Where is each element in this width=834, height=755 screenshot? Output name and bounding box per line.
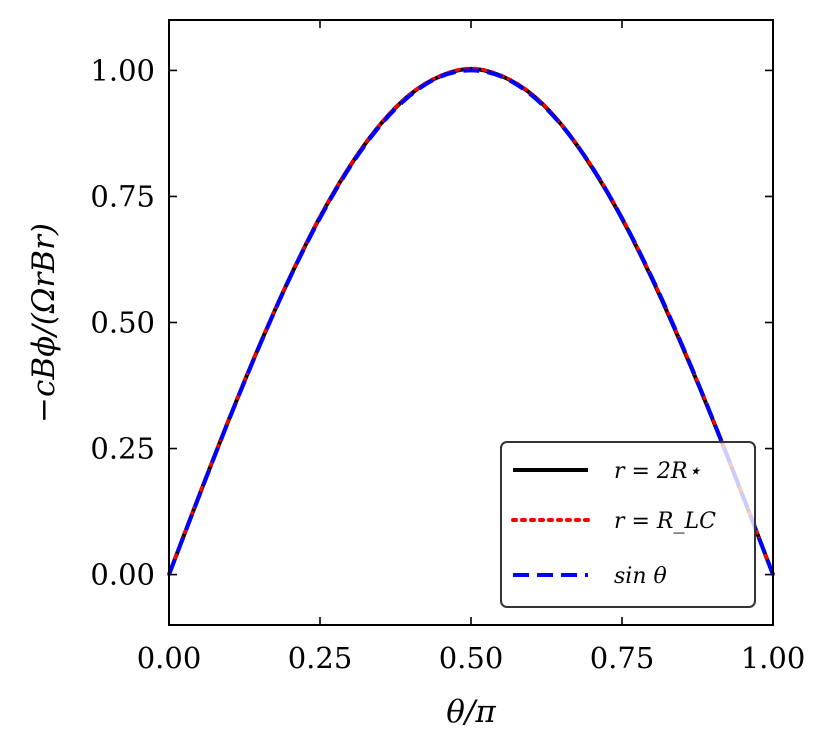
legend-label-2: sin θ <box>614 564 667 589</box>
y-tick-label: 0.50 <box>90 306 155 340</box>
plot-frame <box>168 19 774 626</box>
y-tick-label: 0.00 <box>90 558 155 592</box>
legend-box <box>500 441 756 608</box>
x-tick-label: 0.50 <box>439 641 504 675</box>
x-tick-label: 1.00 <box>741 641 806 675</box>
y-tick-label: 1.00 <box>90 53 155 87</box>
series-layer <box>167 66 775 577</box>
x-tick-label: 0.00 <box>137 641 202 675</box>
series-line-2 <box>167 68 775 576</box>
x-axis-label: θ/π <box>446 694 496 730</box>
y-tick-label: 0.75 <box>90 179 155 213</box>
y-axis-label: −cBϕ/(ΩrBr) <box>26 223 62 423</box>
labels-layer: 0.00 0.25 0.50 0.75 1.00 0.00 0.25 0.50 0.75 1.00 <box>90 53 805 675</box>
legend-label-0: r = 2R⋆ <box>614 459 701 484</box>
y-tick-label: 0.25 <box>90 432 155 466</box>
x-tick-label: 0.25 <box>288 641 353 675</box>
legend-label-1: r = R_LC <box>614 509 716 534</box>
x-tick-label: 0.75 <box>590 641 655 675</box>
